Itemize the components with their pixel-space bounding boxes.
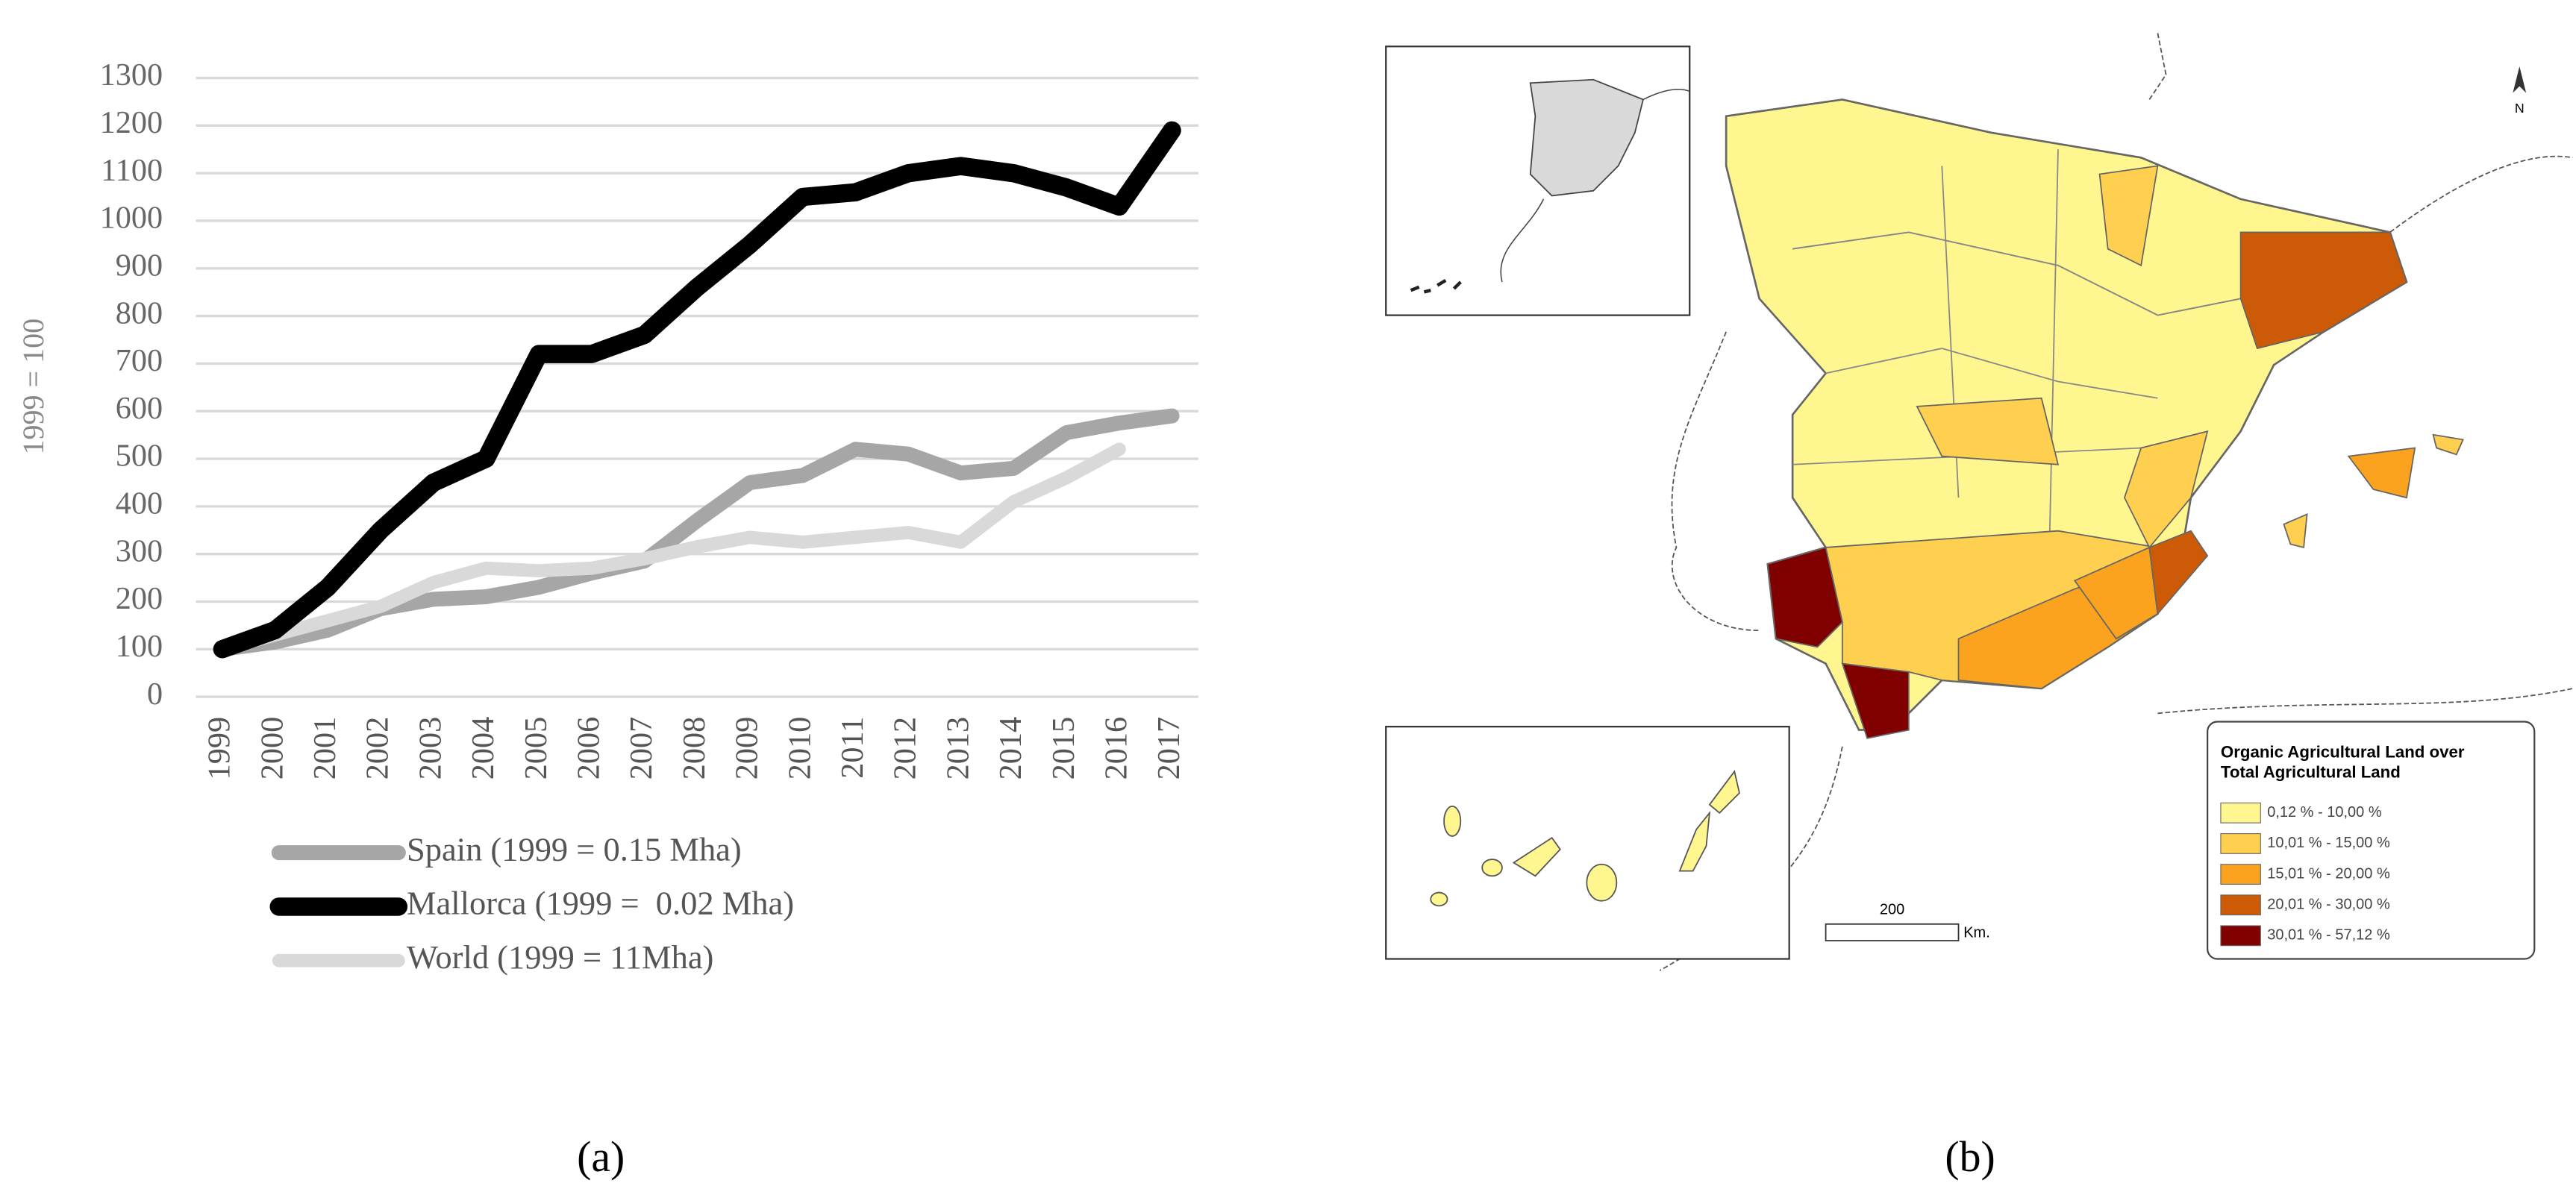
legend-label: 15,01 % - 20,00 % [2267,865,2390,882]
y-tick-label: 700 [116,343,163,378]
x-tick-label: 2008 [677,717,712,780]
x-tick-label: 2010 [782,717,817,780]
y-tick-label: 1200 [100,105,163,140]
legend-swatch [2220,833,2261,854]
legend-label: Spain (1999 = 0.15 Mha) [407,830,742,868]
region [2239,231,2408,350]
y-tick-label: 500 [116,439,163,474]
scale-unit: Km. [1963,925,1990,941]
line-chart: 0 100 200 300 400 500 600 700 800 900 1000 1100 1200… [100,57,1198,976]
legend-swatch [2220,864,2261,885]
inset-spain [1529,78,1645,197]
y-tick-label: 0 [147,677,163,712]
y-tick-label: 600 [116,391,163,426]
y-tick-label: 900 [116,248,163,283]
y-tick-label: 200 [116,581,163,616]
island [2283,513,2308,549]
map-legend-title: Organic Agricultural Land over [2221,743,2465,762]
y-tick-label: 400 [116,486,163,521]
north-label: N [2515,101,2525,116]
x-tick-label: 2016 [1099,717,1134,780]
y-tick-label: 1000 [100,201,163,236]
y-tick-label: 800 [116,295,163,330]
scale-bar [1825,923,1960,941]
caption: (a) [577,1132,625,1181]
x-tick-label: 2015 [1046,717,1081,780]
scale-value: 200 [1880,901,1904,917]
x-tick-label: 2004 [466,717,501,780]
x-tick-label: 2007 [624,717,659,780]
legend-label: 30,01 % - 57,12 % [2267,927,2390,944]
island [2432,433,2464,456]
region [2123,430,2209,549]
coastline [1659,33,2573,971]
line-series [213,121,1181,659]
map-legend-title: Total Agricultural Land [2221,762,2401,781]
x-tick-label: 2000 [254,717,290,779]
line-series [216,442,1126,656]
inset-frame [1385,726,1790,960]
caption: (b) [1945,1132,1995,1181]
north-arrow [2513,66,2527,93]
legend-label: Mallorca (1999 = 0.02 Mha) [407,885,794,922]
legend-label: 20,01 % - 30,00 % [2267,897,2390,913]
legend-label: 0,12 % - 10,00 % [2267,804,2382,821]
y-tick-label: 100 [116,629,163,664]
y-axis-label: 1999 = 100 [16,319,50,455]
y-tick-label: 1300 [100,57,163,92]
x-tick-label: 2017 [1151,717,1187,780]
x-tick-label: 2001 [307,717,343,780]
map-legend [2207,721,2536,960]
x-tick-label: 2014 [993,717,1028,780]
inset-coast [1500,88,1690,283]
x-tick-label: 2012 [888,717,923,780]
region [2098,165,2159,267]
x-tick-label: 2006 [572,717,607,780]
region [2148,530,2209,616]
y-tick-label: 300 [116,533,163,568]
x-tick-label: 2003 [413,717,448,780]
map: N 200 Km. Organic Agricultural Land over… [1385,33,2573,971]
y-tick-label: 1100 [101,153,163,188]
legend-label: 10,01 % - 15,00 % [2267,835,2390,851]
x-tick-label: 2002 [360,717,396,780]
x-tick-label: 1999 [202,717,237,779]
legend-swatch [2220,925,2261,947]
canary-islands [1430,770,1740,907]
x-tick-label: 2009 [730,717,765,780]
x-tick-label: 2011 [835,717,870,779]
province-border [1792,149,2241,531]
region [1916,397,2060,465]
legend-swatch [2220,802,2261,824]
x-tick-label: 2005 [519,717,554,780]
region [1766,546,1843,648]
island [2347,447,2416,499]
legend-swatch [2220,894,2261,916]
legend-label: World (1999 = 11Mha) [407,938,713,976]
region [1841,662,1910,739]
x-tick-label: 2013 [940,717,975,780]
inset-canaries [1410,278,1462,294]
